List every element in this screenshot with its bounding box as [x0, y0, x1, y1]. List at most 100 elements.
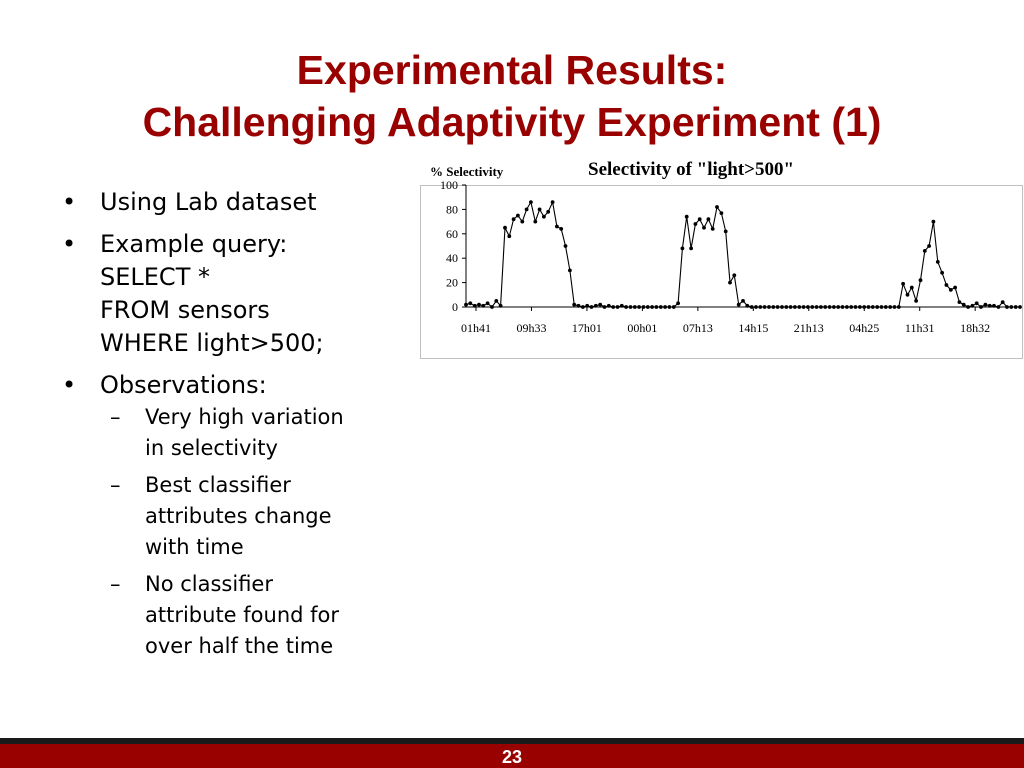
data-point — [996, 305, 1001, 309]
data-point — [693, 222, 698, 226]
data-point — [680, 246, 685, 251]
x-tick-label: 21h13 — [794, 321, 824, 335]
bullet-list: • Using Lab dataset • Example query: SEL… — [62, 186, 402, 671]
data-point — [645, 305, 650, 309]
data-point — [464, 302, 468, 307]
data-point — [676, 301, 680, 306]
data-point — [611, 305, 616, 309]
x-axis: 01h41 09h33 17h01 00h01 07h13 14h15 21h13 04h25… — [461, 307, 990, 335]
x-tick-label: 07h13 — [683, 321, 713, 335]
x-tick-label: 01h41 — [461, 321, 491, 335]
data-point — [524, 207, 529, 212]
data-point — [715, 205, 719, 209]
y-tick-label: 80 — [446, 202, 458, 216]
y-tick-label: 40 — [446, 251, 458, 265]
data-point — [602, 305, 607, 309]
data-point — [546, 209, 551, 214]
data-point — [914, 299, 918, 303]
y-axis-label: % Selectivity — [430, 164, 504, 179]
data-point — [953, 285, 957, 290]
slide-title: Experimental Results: Challenging Adapti… — [0, 44, 1024, 148]
x-tick-label: 00h01 — [627, 321, 657, 335]
data-point — [927, 244, 931, 248]
data-point — [529, 200, 533, 204]
bullet-text: Using Lab dataset — [100, 188, 317, 216]
data-point — [918, 278, 923, 283]
data-point — [754, 305, 758, 309]
data-point — [533, 219, 538, 224]
data-point — [736, 302, 741, 307]
data-point — [788, 305, 793, 309]
data-point — [979, 305, 983, 309]
data-point — [1000, 300, 1005, 304]
data-point — [1013, 305, 1018, 309]
chart-background — [420, 154, 1024, 360]
data-point — [654, 305, 659, 309]
observation-text: attributes change — [145, 504, 332, 528]
data-point — [671, 305, 676, 309]
data-point — [581, 305, 585, 309]
x-tick-label: 14h15 — [738, 321, 768, 335]
data-point — [598, 302, 603, 307]
data-point — [632, 305, 637, 309]
data-point — [866, 305, 871, 309]
data-point — [637, 305, 641, 309]
chart-border — [420, 185, 1023, 359]
data-point — [780, 305, 784, 309]
data-point — [477, 302, 481, 307]
data-point — [663, 305, 667, 309]
data-point — [593, 303, 598, 308]
dash-marker: – — [110, 473, 121, 497]
data-point — [568, 268, 572, 273]
x-tick-label: 11h31 — [905, 321, 935, 335]
y-tick-label: 100 — [440, 178, 458, 192]
data-point — [585, 303, 590, 308]
observation-text: in selectivity — [145, 436, 278, 460]
data-point — [542, 214, 546, 219]
data-point — [879, 305, 884, 309]
x-tick-label: 18h32 — [960, 321, 990, 335]
title-line-1: Experimental Results: — [296, 47, 728, 93]
data-point — [650, 305, 654, 309]
bullet-marker: • — [62, 188, 77, 216]
query-where: WHERE light>500; — [100, 329, 324, 357]
data-point — [758, 305, 763, 309]
data-point — [771, 305, 776, 309]
data-point — [1018, 305, 1022, 309]
data-point — [827, 305, 832, 309]
data-point — [922, 249, 927, 253]
data-point — [836, 305, 841, 309]
data-point — [858, 305, 862, 309]
data-point — [957, 300, 962, 304]
data-point — [619, 303, 624, 308]
observation-item: – No classifier attribute found for over… — [100, 569, 402, 662]
observation-list: – Very high variation in selectivity – B… — [100, 402, 402, 662]
data-point — [814, 305, 819, 309]
data-point — [853, 305, 858, 309]
data-point — [628, 305, 633, 309]
data-point — [702, 225, 706, 230]
data-point — [797, 305, 802, 309]
observation-text: Best classifier — [145, 473, 291, 497]
data-point — [503, 225, 507, 230]
data-point — [537, 207, 542, 212]
data-point — [658, 305, 663, 309]
data-point — [961, 302, 966, 307]
data-point — [723, 229, 728, 234]
data-point — [689, 246, 693, 251]
data-point — [987, 303, 992, 308]
data-point — [624, 305, 628, 309]
data-point — [710, 227, 715, 231]
bullet-marker: • — [62, 371, 77, 399]
data-point — [741, 299, 745, 303]
selectivity-chart: % Selectivity Selectivity of "light>500"… — [420, 154, 1024, 360]
data-point — [684, 214, 689, 219]
data-point — [892, 305, 897, 309]
series-selectivity — [464, 200, 1022, 309]
data-point — [572, 302, 577, 307]
data-point — [472, 303, 477, 308]
data-point — [845, 305, 849, 309]
data-point — [970, 303, 975, 308]
data-point — [1005, 305, 1009, 309]
data-point — [485, 301, 490, 306]
